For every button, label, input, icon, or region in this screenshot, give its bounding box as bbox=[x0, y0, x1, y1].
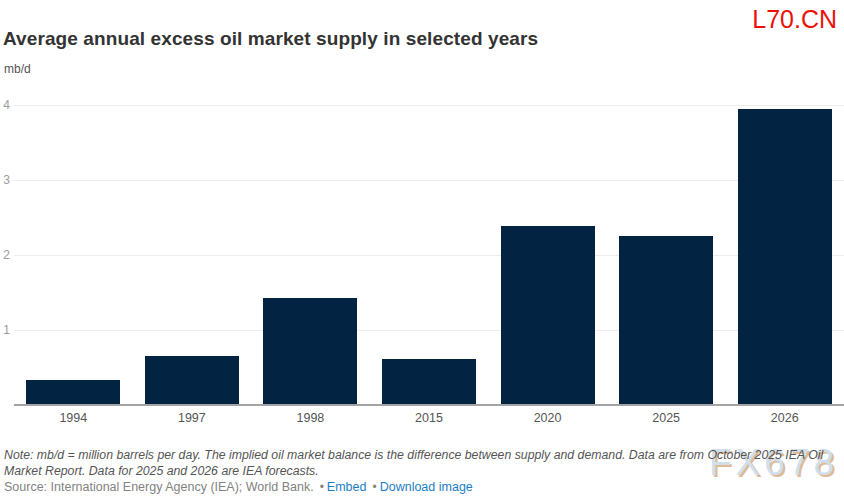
y-tick-label: 4 bbox=[3, 98, 10, 112]
x-tick-label: 2026 bbox=[771, 411, 799, 425]
x-axis-baseline bbox=[14, 404, 844, 406]
x-tick-label: 1997 bbox=[178, 411, 206, 425]
source-text: Source: International Energy Agency (IEA… bbox=[4, 480, 314, 494]
bar-1997 bbox=[145, 356, 239, 405]
bar-2020 bbox=[501, 226, 595, 405]
x-tick-label: 1994 bbox=[59, 411, 87, 425]
chart-page: L70.CN Average annual excess oil market … bbox=[0, 0, 844, 500]
bar-2015 bbox=[382, 359, 476, 405]
chart-title: Average annual excess oil market supply … bbox=[3, 28, 538, 50]
plot-area: 1234 bbox=[14, 105, 844, 405]
bullet-separator: • bbox=[372, 480, 376, 494]
y-tick-label: 3 bbox=[3, 173, 10, 187]
source-line: Source: International Energy Agency (IEA… bbox=[4, 480, 473, 494]
unit-label: mb/d bbox=[4, 62, 31, 76]
x-tick-label: 1998 bbox=[297, 411, 325, 425]
bar-2026 bbox=[738, 109, 832, 405]
x-tick-label: 2015 bbox=[415, 411, 443, 425]
embed-link[interactable]: Embed bbox=[327, 480, 367, 494]
gridline bbox=[14, 105, 844, 106]
x-tick-label: 2025 bbox=[652, 411, 680, 425]
watermark-l70cn: L70.CN bbox=[752, 5, 837, 34]
gridline bbox=[14, 180, 844, 181]
download-image-link[interactable]: Download image bbox=[380, 480, 473, 494]
bar-2025 bbox=[619, 236, 713, 406]
y-tick-label: 1 bbox=[3, 323, 10, 337]
bar-1998 bbox=[263, 298, 357, 405]
y-tick-label: 2 bbox=[3, 248, 10, 262]
gridline bbox=[14, 330, 844, 331]
bullet-separator: • bbox=[320, 480, 324, 494]
x-axis-labels: 1994 1997 1998 2015 2020 2025 2026 bbox=[14, 411, 844, 427]
chart-note: Note: mb/d = million barrels per day. Th… bbox=[4, 448, 842, 479]
x-tick-label: 2020 bbox=[534, 411, 562, 425]
bar-1994 bbox=[26, 380, 120, 406]
gridline bbox=[14, 255, 844, 256]
